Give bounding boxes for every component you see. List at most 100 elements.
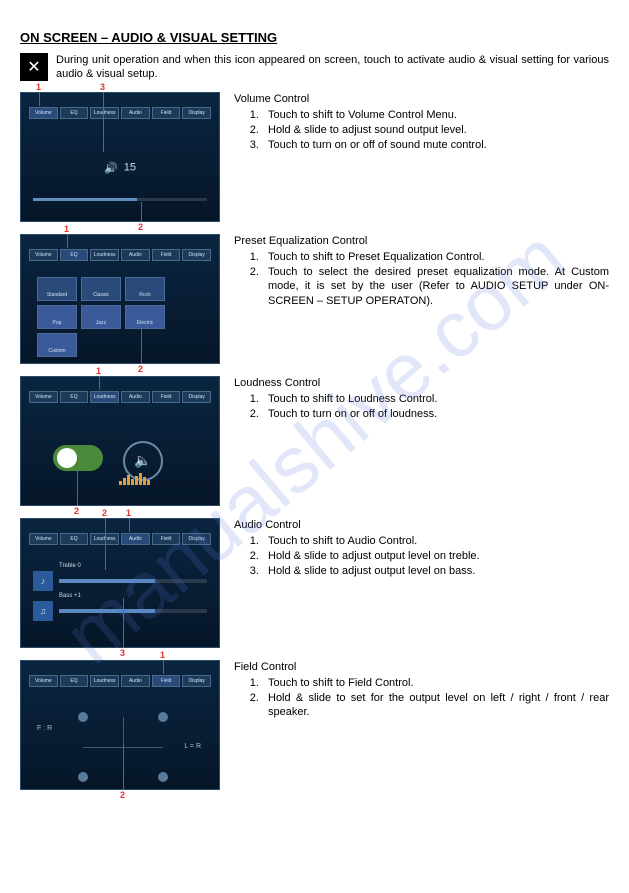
eq-step-1: Touch to shift to Preset Equalization Co… <box>262 250 609 264</box>
tab-field: Field <box>152 391 181 403</box>
eq-bars-icon <box>119 473 150 485</box>
callout-line <box>123 744 124 790</box>
eq-custom: Custom <box>37 333 77 357</box>
treble-slider <box>59 579 207 583</box>
callout-1: 1 <box>96 366 101 376</box>
tab-display: Display <box>182 391 211 403</box>
tab-eq: EQ <box>60 107 89 119</box>
volume-step-2: Hold & slide to adjust sound output leve… <box>262 123 609 137</box>
tab-eq: EQ <box>60 533 89 545</box>
callout-2: 2 <box>102 508 107 518</box>
audio-step-2: Hold & slide to adjust output level on t… <box>262 549 609 563</box>
callout-line <box>141 328 142 364</box>
speaker-fr-icon <box>158 712 168 722</box>
tab-volume: Volume <box>29 249 58 261</box>
audio-desc: Audio Control Touch to shift to Audio Co… <box>234 518 609 648</box>
eq-standard: Standard <box>37 277 77 301</box>
tab-field: Field <box>152 533 181 545</box>
bass-slider <box>59 609 207 613</box>
tab-volume: Volume <box>29 391 58 403</box>
callout-2: 2 <box>138 364 143 374</box>
audio-desc-title: Audio Control <box>234 518 609 532</box>
eq-screenshot: Volume EQ Loudness Audio Field Display S… <box>20 234 220 364</box>
speaker-rl-icon <box>78 772 88 782</box>
tab-loudness: Loudness <box>90 249 119 261</box>
audio-step-1: Touch to shift to Audio Control. <box>262 534 609 548</box>
callout-3: 3 <box>100 82 105 92</box>
section-audio: Volume EQ Loudness Audio Field Display T… <box>20 518 609 648</box>
loudness-desc-title: Loudness Control <box>234 376 609 390</box>
tab-audio: Audio <box>121 107 150 119</box>
tab-field: Field <box>152 675 181 687</box>
loudness-desc: Loudness Control Touch to shift to Loudn… <box>234 376 609 506</box>
tab-bar: Volume EQ Loudness Audio Field Display <box>29 107 211 119</box>
tab-display: Display <box>182 107 211 119</box>
eq-preset-grid: Standard Classic Rock Pop Jazz Electric … <box>37 277 203 357</box>
field-step-2: Hold & slide to set for the output level… <box>262 691 609 720</box>
callout-line <box>105 518 106 570</box>
field-fr-label: F : R <box>37 725 52 732</box>
audio-screenshot: Volume EQ Loudness Audio Field Display T… <box>20 518 220 648</box>
tab-volume: Volume <box>29 107 58 119</box>
eq-desc-title: Preset Equalization Control <box>234 234 609 248</box>
callout-line <box>67 234 68 248</box>
section-volume: Volume EQ Loudness Audio Field Display 🔊… <box>20 92 609 222</box>
field-step-1: Touch to shift to Field Control. <box>262 676 609 690</box>
callout-line <box>103 92 104 152</box>
eq-jazz: Jazz <box>81 305 121 329</box>
speaker-fl-icon <box>78 712 88 722</box>
tab-bar: Volume EQ Loudness Audio Field Display <box>29 675 211 687</box>
tab-eq: EQ <box>60 675 89 687</box>
bass-icon: ♫ <box>33 601 53 621</box>
volume-desc-title: Volume Control <box>234 92 609 106</box>
field-screenshot: Volume EQ Loudness Audio Field Display F… <box>20 660 220 790</box>
audio-step-3: Hold & slide to adjust output level on b… <box>262 564 609 578</box>
callout-line <box>39 92 40 106</box>
callout-2: 2 <box>74 506 79 516</box>
tab-display: Display <box>182 249 211 261</box>
section-loudness: Volume EQ Loudness Audio Field Display 🔈… <box>20 376 609 506</box>
tab-display: Display <box>182 675 211 687</box>
tab-bar: Volume EQ Loudness Audio Field Display <box>29 249 211 261</box>
callout-line <box>99 376 100 390</box>
wrench-icon: ✕ <box>20 53 48 81</box>
field-desc-title: Field Control <box>234 660 609 674</box>
volume-desc: Volume Control Touch to shift to Volume … <box>234 92 609 222</box>
tab-audio: Audio <box>121 391 150 403</box>
tab-eq: EQ <box>60 391 89 403</box>
callout-3: 3 <box>120 648 125 658</box>
speaker-rr-icon <box>158 772 168 782</box>
eq-desc: Preset Equalization Control Touch to shi… <box>234 234 609 364</box>
tab-audio: Audio <box>121 533 150 545</box>
section-eq: Volume EQ Loudness Audio Field Display S… <box>20 234 609 364</box>
treble-label: Treble 0 <box>59 563 81 569</box>
callout-line <box>129 518 130 532</box>
tab-eq: EQ <box>60 249 89 261</box>
page-title: ON SCREEN – AUDIO & VISUAL SETTING <box>20 30 609 45</box>
tab-bar: Volume EQ Loudness Audio Field Display <box>29 391 211 403</box>
tab-display: Display <box>182 533 211 545</box>
volume-readout: 🔊 15 <box>104 161 136 174</box>
callout-1: 1 <box>126 508 131 518</box>
eq-electric: Electric <box>125 305 165 329</box>
intro-text: During unit operation and when this icon… <box>56 53 609 82</box>
tab-volume: Volume <box>29 675 58 687</box>
tab-audio: Audio <box>121 249 150 261</box>
callout-1: 1 <box>36 82 41 92</box>
callout-line <box>77 456 78 506</box>
volume-step-3: Touch to turn on or off of sound mute co… <box>262 138 609 152</box>
tab-volume: Volume <box>29 533 58 545</box>
eq-pop: Pop <box>37 305 77 329</box>
volume-value: 15 <box>124 162 136 174</box>
callout-line <box>123 598 124 648</box>
eq-rock: Rock <box>125 277 165 301</box>
field-lr-label: L = R <box>184 743 201 750</box>
eq-step-2: Touch to select the desired preset equal… <box>262 265 609 308</box>
volume-step-1: Touch to shift to Volume Control Menu. <box>262 108 609 122</box>
loudness-step-1: Touch to shift to Loudness Control. <box>262 392 609 406</box>
tab-loudness: Loudness <box>90 391 119 403</box>
tab-bar: Volume EQ Loudness Audio Field Display <box>29 533 211 545</box>
treble-icon: ♪ <box>33 571 53 591</box>
speaker-icon: 🔊 <box>104 161 118 174</box>
tab-field: Field <box>152 249 181 261</box>
